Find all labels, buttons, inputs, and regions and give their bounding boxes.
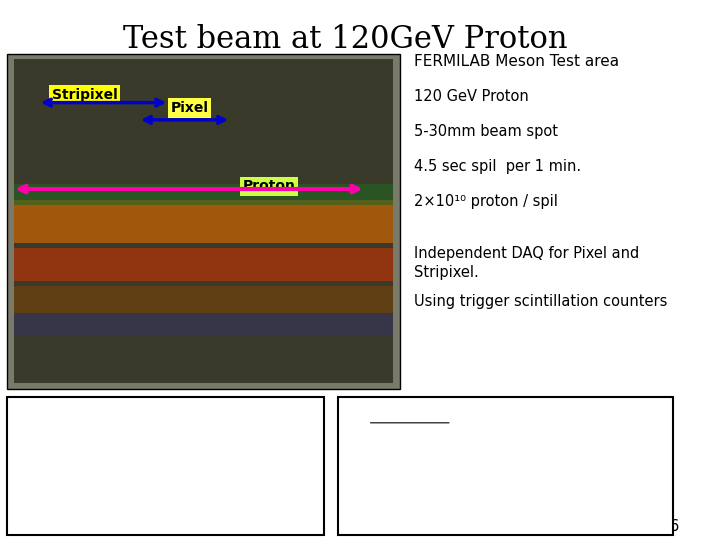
- Text: FERMILAB Meson Test area: FERMILAB Meson Test area: [414, 54, 619, 69]
- Text: Pixel: Pixel: [348, 404, 382, 419]
- Bar: [7, 54, 400, 389]
- Text: Trigger: Beam defining Scinti.: Trigger: Beam defining Scinti.: [17, 448, 222, 462]
- Bar: [14, 59, 393, 383]
- Text: Stripixel: Stripixel: [17, 404, 77, 419]
- Text: DAQ: Prototype Readout + PHENIX DAQ: DAQ: Prototype Readout + PHENIX DAQ: [348, 472, 624, 487]
- Bar: [14, 313, 393, 335]
- Text: Trigger: Scinti *  FAST_OR (3layer): Trigger: Scinti * FAST_OR (3layer): [348, 448, 584, 462]
- Bar: [14, 286, 393, 313]
- Bar: [14, 248, 393, 281]
- Text: Test beam at 120GeV Proton: Test beam at 120GeV Proton: [122, 24, 567, 55]
- Text: 4.5 sec spil  per 1 min.: 4.5 sec spil per 1 min.: [414, 159, 581, 174]
- Text: DAQ :   SVX4+ROC+RCC: DAQ : SVX4+ROC+RCC: [17, 472, 189, 487]
- Text: Independent DAQ for Pixel and
Stripixel.: Independent DAQ for Pixel and Stripixel.: [414, 246, 639, 280]
- Text: 2×10¹⁰ proton / spil: 2×10¹⁰ proton / spil: [414, 194, 558, 210]
- Text: 5-30mm beam spot: 5-30mm beam spot: [414, 124, 558, 139]
- Text: Proton: Proton: [243, 179, 295, 193]
- Text: Prototype: Prototype: [368, 424, 435, 438]
- Text: 3: 3: [348, 424, 370, 438]
- Text: Stripixel: Stripixel: [52, 87, 117, 102]
- Text: 120 GeV Proton: 120 GeV Proton: [414, 89, 528, 104]
- Text: pixel ladder: pixel ladder: [454, 424, 540, 438]
- Bar: [7, 397, 324, 535]
- Text: 16: 16: [660, 518, 680, 534]
- Bar: [338, 397, 672, 535]
- Text: Using trigger scintillation counters: Using trigger scintillation counters: [414, 294, 667, 309]
- Bar: [14, 184, 393, 205]
- Bar: [14, 200, 393, 243]
- Text: Pixel: Pixel: [171, 101, 209, 115]
- Text: 3 Prototype ROC: 3 Prototype ROC: [17, 424, 141, 438]
